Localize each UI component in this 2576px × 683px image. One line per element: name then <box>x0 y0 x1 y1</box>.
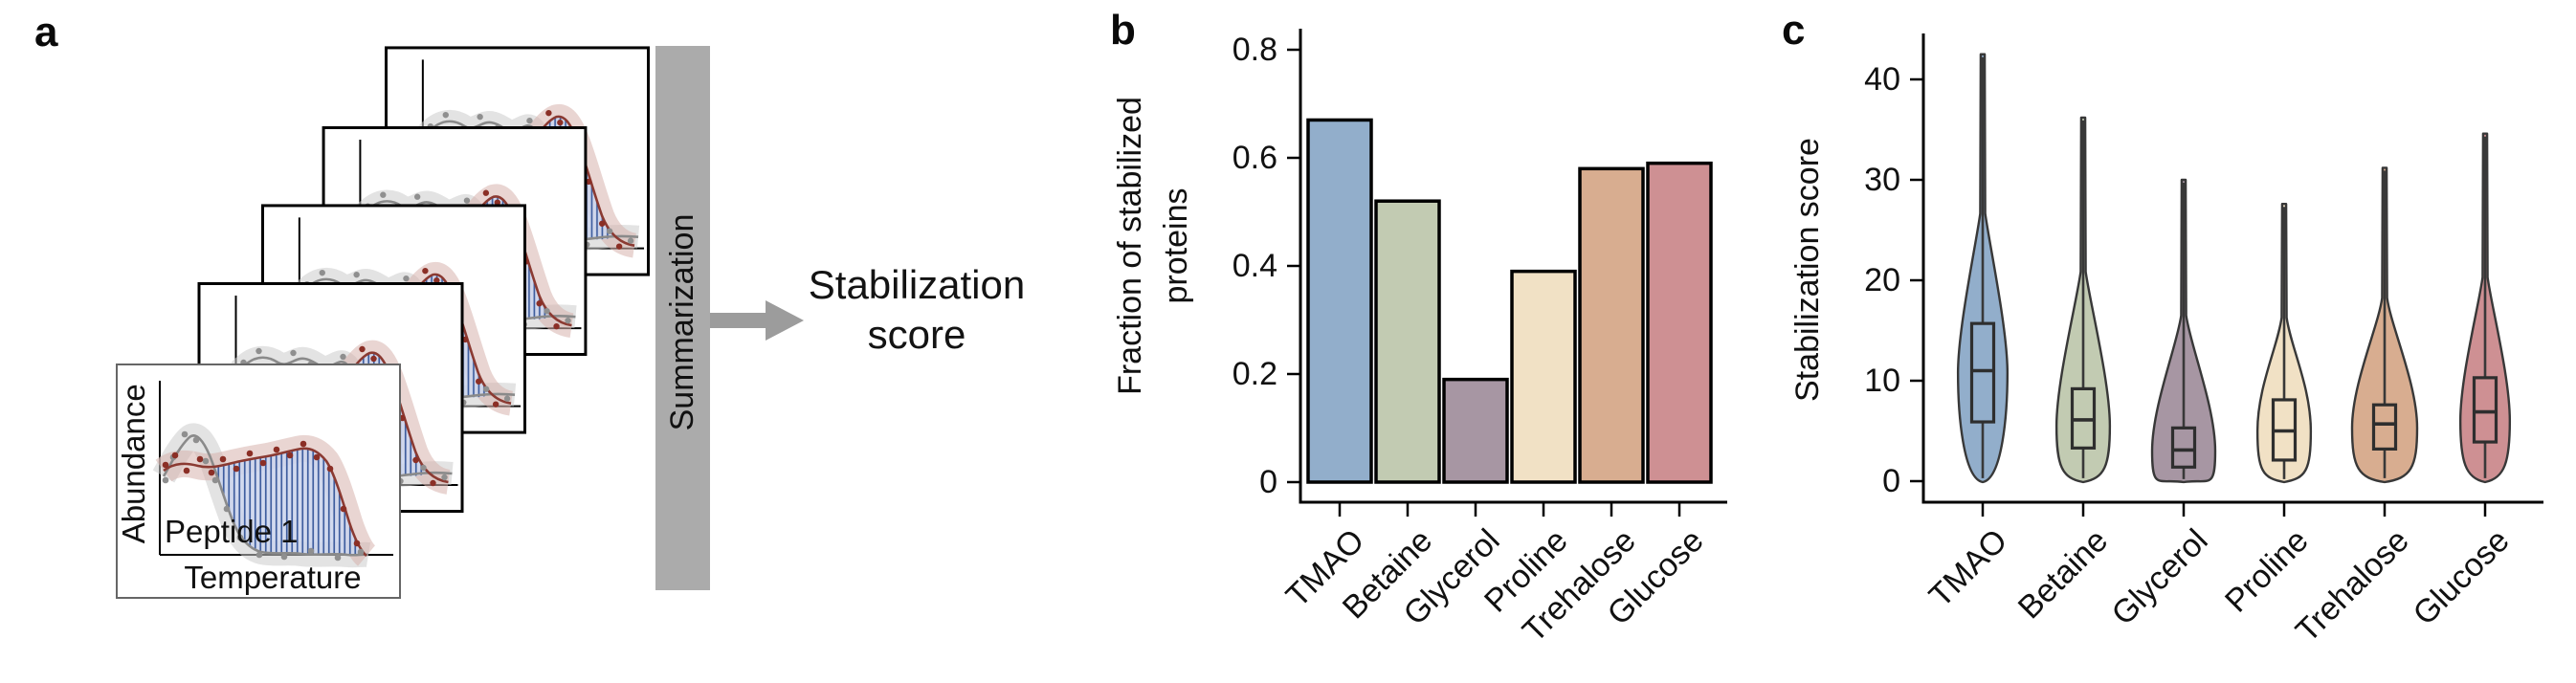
panel-a-letter: a <box>34 9 58 55</box>
box-trehalose <box>2371 403 2398 452</box>
bar-glycerol <box>1442 377 1509 484</box>
bar-glucose <box>1646 161 1713 484</box>
result-line2: score <box>867 312 966 357</box>
c-y-tick-label: 10 <box>1864 363 1900 399</box>
b-y-tick-label: 0.2 <box>1232 356 1277 392</box>
box-tmao <box>1969 321 1996 424</box>
c-y-tick-label: 40 <box>1864 61 1900 98</box>
c-y-tick-label: 30 <box>1864 162 1900 198</box>
bar-proline <box>1510 269 1577 484</box>
panel-c-letter: c <box>1782 7 1806 54</box>
b-y-tick-label: 0 <box>1259 464 1277 500</box>
b-y-tick-label: 0.8 <box>1232 32 1277 68</box>
c-x-tick-label-glucose: Glucose <box>2280 522 2517 632</box>
bar-betaine <box>1374 199 1441 484</box>
result-line1: Stabilization <box>808 262 1026 307</box>
b-x-tick-label-glucose: Glucose <box>1475 522 1711 632</box>
c-x-tick-label-glucose-text: Glucose <box>2406 522 2517 633</box>
summarization-bar <box>655 46 710 590</box>
b-y-tick-label: 0.6 <box>1232 140 1277 176</box>
melt-curve-card-1 <box>116 364 401 599</box>
bar-tmao <box>1306 118 1373 484</box>
box-glucose <box>2472 376 2498 444</box>
c-y-tick-label: 0 <box>1882 463 1900 499</box>
b-y-tick-label: 0.4 <box>1232 248 1277 284</box>
c-y-tick-label: 20 <box>1864 262 1900 298</box>
bar-trehalose <box>1578 166 1645 484</box>
card-xlabel: Temperature <box>184 560 362 595</box>
b-x-tick-label-glucose-text: Glucose <box>1600 522 1711 633</box>
arrow-right-icon <box>710 300 804 341</box>
box-glycerol <box>2170 426 2197 469</box>
result-label: Stabilization score <box>725 260 1108 360</box>
card-annotation: Peptide 1 <box>165 514 299 549</box>
panel-b-letter: b <box>1110 7 1136 54</box>
